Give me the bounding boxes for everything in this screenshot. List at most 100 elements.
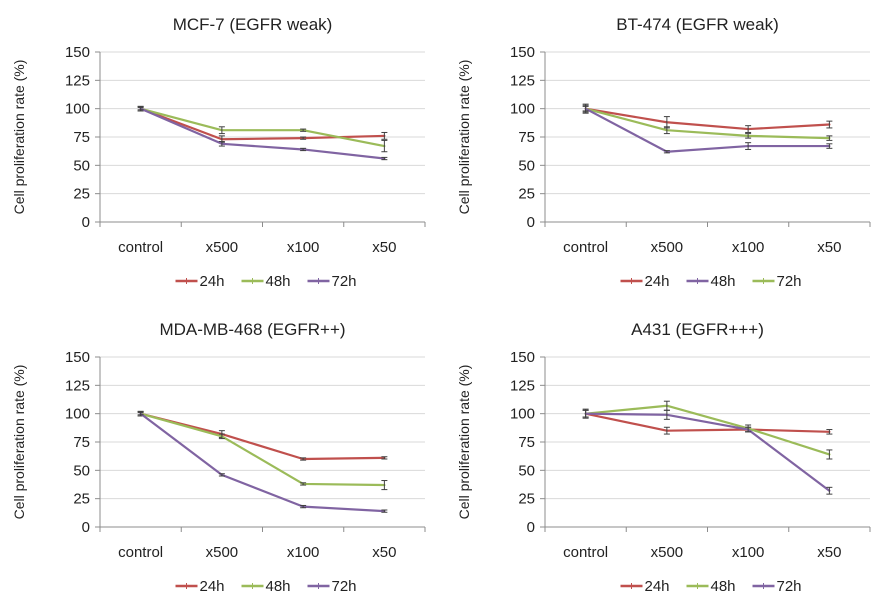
- legend-item: 24h: [175, 578, 225, 595]
- y-tick-label: 75: [73, 129, 90, 146]
- y-tick-label: 125: [65, 377, 90, 394]
- legend-item: 72h: [307, 273, 357, 290]
- legend-item: 24h: [620, 273, 670, 290]
- y-tick-label: 75: [518, 434, 535, 451]
- x-tick-label: x500: [206, 239, 239, 256]
- x-tick-label: x500: [651, 239, 684, 256]
- line-chart-mcf7: MCF-7 (EGFR weak) Cell proliferation rate…: [11, 15, 426, 290]
- y-tick-label: 25: [518, 491, 535, 508]
- legend-item: 48h: [241, 578, 291, 595]
- series-72h: [137, 412, 388, 513]
- chart-title: BT-474 (EGFR weak): [616, 15, 779, 34]
- series-line-72h: [139, 107, 386, 160]
- y-tick-label: 150: [510, 44, 535, 61]
- x-tick-label: control: [118, 239, 163, 256]
- series-line-48h: [139, 412, 386, 487]
- line-chart-mda-mb-468: MDA-MB-468 (EGFR++) Cell proliferation ra…: [11, 320, 426, 595]
- y-tick-label: 0: [527, 519, 535, 536]
- x-tick-label: x500: [651, 544, 684, 561]
- y-axis-label: Cell proliferation rate (%): [11, 60, 27, 215]
- x-tick-label: x100: [287, 544, 320, 561]
- y-tick-label: 75: [73, 434, 90, 451]
- series-72h: [137, 107, 388, 161]
- line-chart-a431: A431 (EGFR+++) Cell proliferation rate (%…: [456, 320, 871, 595]
- legend-item: 48h: [686, 578, 736, 595]
- series-line-24h: [139, 412, 386, 461]
- legend-label: 72h: [777, 273, 802, 290]
- x-tick-label: x50: [372, 544, 396, 561]
- series-line-24h: [584, 107, 831, 131]
- y-axis-label: Cell proliferation rate (%): [456, 365, 472, 520]
- y-tick-label: 50: [518, 462, 535, 479]
- chart-title: A431 (EGFR+++): [631, 320, 764, 339]
- x-tick-label: x50: [372, 239, 396, 256]
- series-72h: [582, 409, 833, 495]
- legend-label: 48h: [266, 578, 291, 595]
- line-chart-bt474: BT-474 (EGFR weak) Cell proliferation rat…: [456, 15, 871, 290]
- x-tick-label: x100: [732, 239, 765, 256]
- y-tick-label: 100: [65, 406, 90, 423]
- x-tick-label: x500: [206, 544, 239, 561]
- y-tick-label: 50: [518, 157, 535, 174]
- x-tick-label: control: [563, 544, 608, 561]
- y-tick-label: 100: [65, 101, 90, 118]
- series-24h: [137, 410, 388, 461]
- legend-label: 24h: [645, 273, 670, 290]
- legend-label: 72h: [332, 578, 357, 595]
- x-tick-label: x50: [817, 544, 841, 561]
- series-48h: [582, 104, 833, 141]
- legend-item: 24h: [620, 578, 670, 595]
- x-tick-label: x100: [287, 239, 320, 256]
- series-72h: [582, 105, 833, 154]
- series-line-48h: [139, 107, 386, 148]
- legend-item: 48h: [686, 273, 736, 290]
- y-tick-label: 100: [510, 101, 535, 118]
- legend-label: 48h: [266, 273, 291, 290]
- legend-item: 72h: [752, 273, 802, 290]
- y-tick-label: 50: [73, 157, 90, 174]
- y-tick-label: 150: [65, 44, 90, 61]
- y-tick-label: 25: [518, 186, 535, 203]
- chart-panel-mda-mb-468: MDA-MB-468 (EGFR++) Cell proliferation ra…: [0, 305, 444, 610]
- legend-label: 24h: [200, 273, 225, 290]
- legend-label: 24h: [200, 578, 225, 595]
- legend-label: 72h: [332, 273, 357, 290]
- series-line-72h: [139, 412, 386, 513]
- legend-item: 48h: [241, 273, 291, 290]
- series-line-24h: [584, 412, 831, 433]
- series-48h: [137, 105, 388, 153]
- series-line-72h: [584, 107, 831, 153]
- series-line-72h: [584, 412, 831, 492]
- legend-item: 24h: [175, 273, 225, 290]
- y-axis-label: Cell proliferation rate (%): [11, 365, 27, 520]
- y-tick-label: 50: [73, 462, 90, 479]
- x-tick-label: control: [563, 239, 608, 256]
- chart-panel-mcf7: MCF-7 (EGFR weak) Cell proliferation rate…: [0, 0, 444, 305]
- y-tick-label: 100: [510, 406, 535, 423]
- y-tick-label: 75: [518, 129, 535, 146]
- x-tick-label: x100: [732, 544, 765, 561]
- chart-title: MCF-7 (EGFR weak): [173, 15, 333, 34]
- series-line-48h: [584, 404, 831, 456]
- chart-panel-a431: A431 (EGFR+++) Cell proliferation rate (%…: [445, 305, 889, 610]
- y-tick-label: 0: [82, 214, 90, 231]
- legend-label: 48h: [711, 273, 736, 290]
- series-line-24h: [139, 107, 386, 141]
- legend-item: 72h: [307, 578, 357, 595]
- y-tick-label: 150: [510, 349, 535, 366]
- y-tick-label: 25: [73, 186, 90, 203]
- series-48h: [137, 410, 388, 491]
- legend-label: 24h: [645, 578, 670, 595]
- y-tick-label: 0: [527, 214, 535, 231]
- y-tick-label: 125: [65, 72, 90, 89]
- y-tick-label: 25: [73, 491, 90, 508]
- y-tick-label: 125: [510, 377, 535, 394]
- chart-title: MDA-MB-468 (EGFR++): [159, 320, 345, 339]
- y-tick-label: 150: [65, 349, 90, 366]
- x-tick-label: x50: [817, 239, 841, 256]
- chart-panel-bt474: BT-474 (EGFR weak) Cell proliferation rat…: [445, 0, 889, 305]
- legend-label: 72h: [777, 578, 802, 595]
- y-tick-label: 125: [510, 72, 535, 89]
- y-axis-label: Cell proliferation rate (%): [456, 60, 472, 215]
